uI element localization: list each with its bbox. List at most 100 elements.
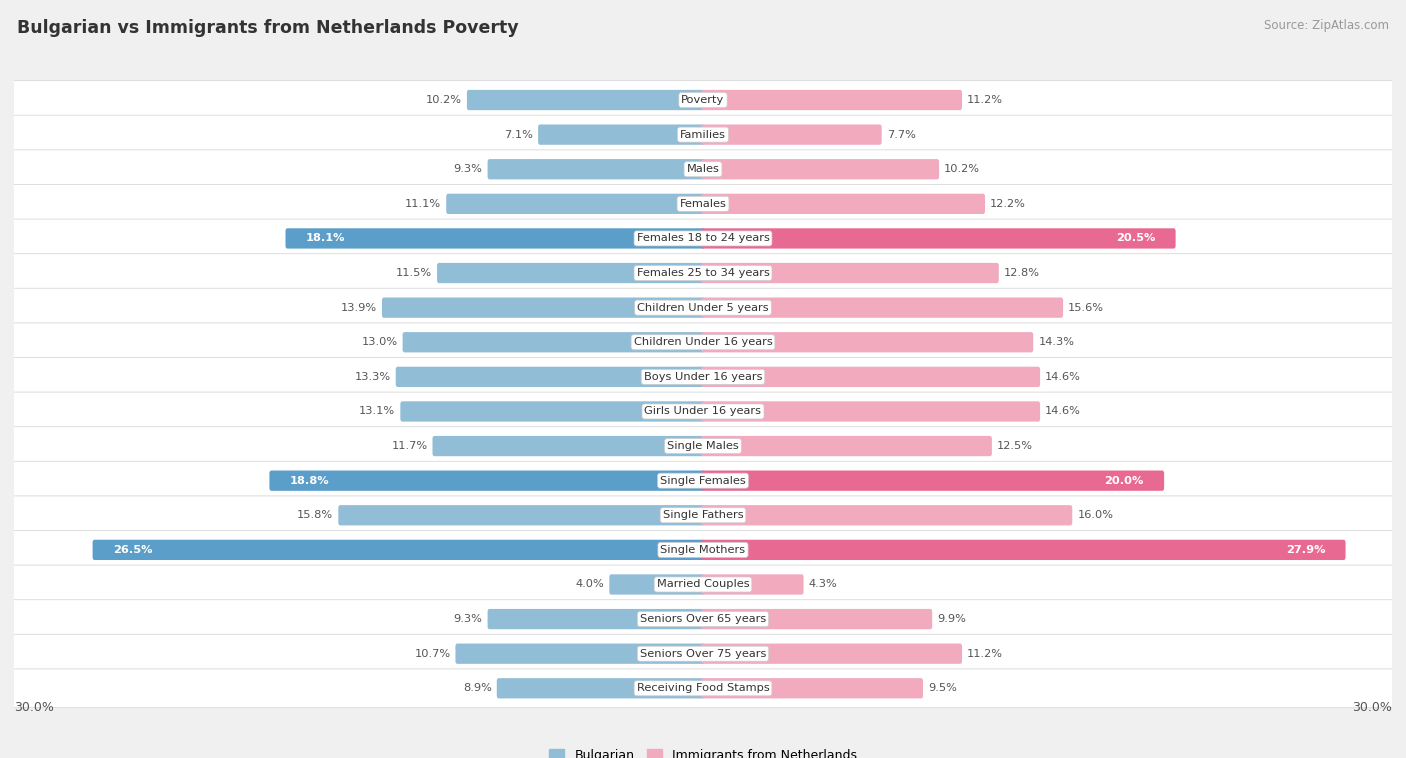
Text: 11.2%: 11.2% [967, 649, 1002, 659]
Text: 12.5%: 12.5% [997, 441, 1033, 451]
FancyBboxPatch shape [702, 644, 962, 664]
Text: Receiving Food Stamps: Receiving Food Stamps [637, 683, 769, 694]
Text: 7.1%: 7.1% [505, 130, 533, 139]
FancyBboxPatch shape [488, 609, 704, 629]
FancyBboxPatch shape [702, 678, 922, 698]
FancyBboxPatch shape [339, 505, 704, 525]
FancyBboxPatch shape [4, 358, 1402, 396]
FancyBboxPatch shape [4, 531, 1402, 569]
Text: 10.7%: 10.7% [415, 649, 450, 659]
Text: Children Under 16 years: Children Under 16 years [634, 337, 772, 347]
FancyBboxPatch shape [702, 263, 998, 283]
FancyBboxPatch shape [4, 462, 1402, 500]
FancyBboxPatch shape [702, 332, 1033, 352]
Text: Source: ZipAtlas.com: Source: ZipAtlas.com [1264, 19, 1389, 32]
FancyBboxPatch shape [702, 367, 1040, 387]
FancyBboxPatch shape [702, 297, 1063, 318]
Text: Children Under 5 years: Children Under 5 years [637, 302, 769, 312]
Text: 13.0%: 13.0% [361, 337, 398, 347]
Text: 15.6%: 15.6% [1069, 302, 1104, 312]
Text: Females 25 to 34 years: Females 25 to 34 years [637, 268, 769, 278]
Text: 9.5%: 9.5% [928, 683, 957, 694]
Text: 18.8%: 18.8% [290, 476, 329, 486]
Text: 20.5%: 20.5% [1116, 233, 1156, 243]
FancyBboxPatch shape [4, 323, 1402, 362]
FancyBboxPatch shape [4, 634, 1402, 673]
Text: 11.1%: 11.1% [405, 199, 441, 209]
Text: 4.3%: 4.3% [808, 579, 838, 590]
Text: 9.3%: 9.3% [454, 164, 482, 174]
Text: Single Mothers: Single Mothers [661, 545, 745, 555]
FancyBboxPatch shape [93, 540, 704, 560]
FancyBboxPatch shape [702, 159, 939, 180]
FancyBboxPatch shape [456, 644, 704, 664]
Text: 20.0%: 20.0% [1105, 476, 1144, 486]
Text: 15.8%: 15.8% [297, 510, 333, 520]
Text: 30.0%: 30.0% [1353, 701, 1392, 714]
FancyBboxPatch shape [702, 505, 1073, 525]
FancyBboxPatch shape [437, 263, 704, 283]
Text: 9.9%: 9.9% [938, 614, 966, 624]
FancyBboxPatch shape [702, 540, 1346, 560]
FancyBboxPatch shape [446, 194, 704, 214]
Text: Families: Families [681, 130, 725, 139]
Text: 26.5%: 26.5% [112, 545, 152, 555]
Text: Married Couples: Married Couples [657, 579, 749, 590]
Text: 13.9%: 13.9% [340, 302, 377, 312]
Text: 10.2%: 10.2% [426, 95, 461, 105]
FancyBboxPatch shape [4, 184, 1402, 223]
FancyBboxPatch shape [4, 288, 1402, 327]
Text: 13.1%: 13.1% [359, 406, 395, 416]
Text: 30.0%: 30.0% [14, 701, 53, 714]
Text: Seniors Over 75 years: Seniors Over 75 years [640, 649, 766, 659]
Text: Girls Under 16 years: Girls Under 16 years [644, 406, 762, 416]
Text: 8.9%: 8.9% [463, 683, 492, 694]
FancyBboxPatch shape [488, 159, 704, 180]
FancyBboxPatch shape [4, 150, 1402, 189]
Text: 14.6%: 14.6% [1045, 406, 1081, 416]
Text: 11.5%: 11.5% [396, 268, 432, 278]
FancyBboxPatch shape [4, 565, 1402, 604]
Text: 14.3%: 14.3% [1038, 337, 1074, 347]
Text: 10.2%: 10.2% [945, 164, 980, 174]
FancyBboxPatch shape [270, 471, 704, 491]
FancyBboxPatch shape [496, 678, 704, 698]
Text: Females 18 to 24 years: Females 18 to 24 years [637, 233, 769, 243]
FancyBboxPatch shape [4, 392, 1402, 431]
Text: 11.2%: 11.2% [967, 95, 1002, 105]
Text: 18.1%: 18.1% [305, 233, 346, 243]
FancyBboxPatch shape [4, 600, 1402, 638]
FancyBboxPatch shape [402, 332, 704, 352]
Text: Single Females: Single Females [661, 476, 745, 486]
Text: 12.8%: 12.8% [1004, 268, 1040, 278]
Text: Bulgarian vs Immigrants from Netherlands Poverty: Bulgarian vs Immigrants from Netherlands… [17, 19, 519, 37]
Text: 9.3%: 9.3% [454, 614, 482, 624]
Text: 4.0%: 4.0% [575, 579, 605, 590]
FancyBboxPatch shape [4, 80, 1402, 120]
FancyBboxPatch shape [538, 124, 704, 145]
Text: 12.2%: 12.2% [990, 199, 1026, 209]
FancyBboxPatch shape [4, 115, 1402, 154]
Text: Single Fathers: Single Fathers [662, 510, 744, 520]
FancyBboxPatch shape [285, 228, 704, 249]
FancyBboxPatch shape [702, 436, 991, 456]
Text: 14.6%: 14.6% [1045, 372, 1081, 382]
FancyBboxPatch shape [4, 219, 1402, 258]
FancyBboxPatch shape [702, 575, 804, 594]
FancyBboxPatch shape [467, 90, 704, 110]
FancyBboxPatch shape [702, 401, 1040, 421]
FancyBboxPatch shape [702, 609, 932, 629]
FancyBboxPatch shape [702, 124, 882, 145]
Legend: Bulgarian, Immigrants from Netherlands: Bulgarian, Immigrants from Netherlands [544, 744, 862, 758]
FancyBboxPatch shape [433, 436, 704, 456]
Text: Single Males: Single Males [666, 441, 740, 451]
FancyBboxPatch shape [702, 471, 1164, 491]
FancyBboxPatch shape [4, 427, 1402, 465]
Text: Seniors Over 65 years: Seniors Over 65 years [640, 614, 766, 624]
FancyBboxPatch shape [382, 297, 704, 318]
Text: 7.7%: 7.7% [887, 130, 915, 139]
FancyBboxPatch shape [702, 228, 1175, 249]
Text: 27.9%: 27.9% [1286, 545, 1326, 555]
FancyBboxPatch shape [702, 194, 986, 214]
Text: Males: Males [686, 164, 720, 174]
